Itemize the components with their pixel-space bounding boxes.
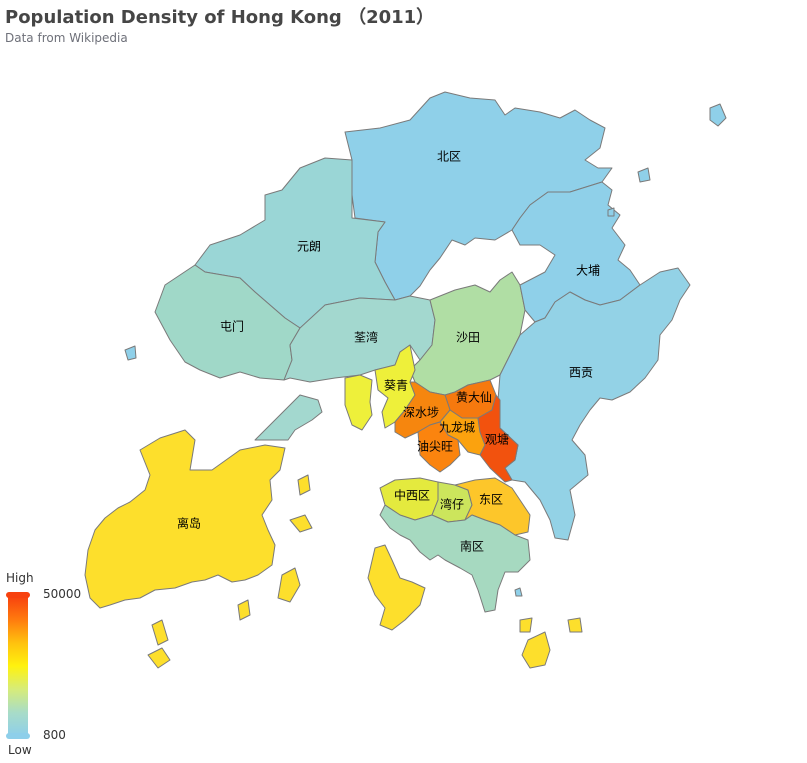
district-label: 屯门 xyxy=(220,319,244,334)
legend-max-value: 50000 xyxy=(43,587,82,601)
district-label: 北区 xyxy=(437,150,461,164)
district-label: 湾仔 xyxy=(440,497,464,512)
legend-low-label: Low xyxy=(8,743,32,757)
district-label: 南区 xyxy=(460,539,484,554)
district-label: 九龙城 xyxy=(439,421,475,435)
legend-handle-bottom[interactable] xyxy=(6,733,30,739)
district-label: 黄大仙 xyxy=(456,391,492,405)
islet xyxy=(124,103,727,597)
legend-high-label: High xyxy=(6,571,34,585)
district-southern[interactable] xyxy=(379,504,531,613)
district-label: 西贡 xyxy=(569,366,593,380)
district-label: 观塘 xyxy=(485,432,509,447)
district-yau-tsim-mong[interactable] xyxy=(417,421,461,473)
district-label: 葵青 xyxy=(384,379,408,393)
district-label: 离岛 xyxy=(177,516,201,531)
legend-min-value: 800 xyxy=(43,728,66,742)
district-islands[interactable] xyxy=(84,429,583,669)
district-kwai-tsing[interactable] xyxy=(344,344,416,431)
district-label: 元朗 xyxy=(297,240,321,254)
map-title: Population Density of Hong Kong （2011） xyxy=(5,7,435,28)
map-subtitle: Data from Wikipedia xyxy=(5,31,128,45)
legend-color-bar[interactable] xyxy=(8,596,28,736)
legend-handle-top[interactable] xyxy=(6,592,30,598)
district-label: 沙田 xyxy=(456,331,480,345)
district-sha-tin[interactable] xyxy=(409,271,526,396)
district-label: 荃湾 xyxy=(354,330,378,345)
district-label: 大埔 xyxy=(576,264,600,278)
district-kwun-tong[interactable] xyxy=(477,394,519,483)
district-label: 油尖旺 xyxy=(417,440,453,454)
district-label: 中西区 xyxy=(394,488,430,503)
district-label: 深水埗 xyxy=(403,406,439,420)
district-label: 东区 xyxy=(479,493,503,507)
